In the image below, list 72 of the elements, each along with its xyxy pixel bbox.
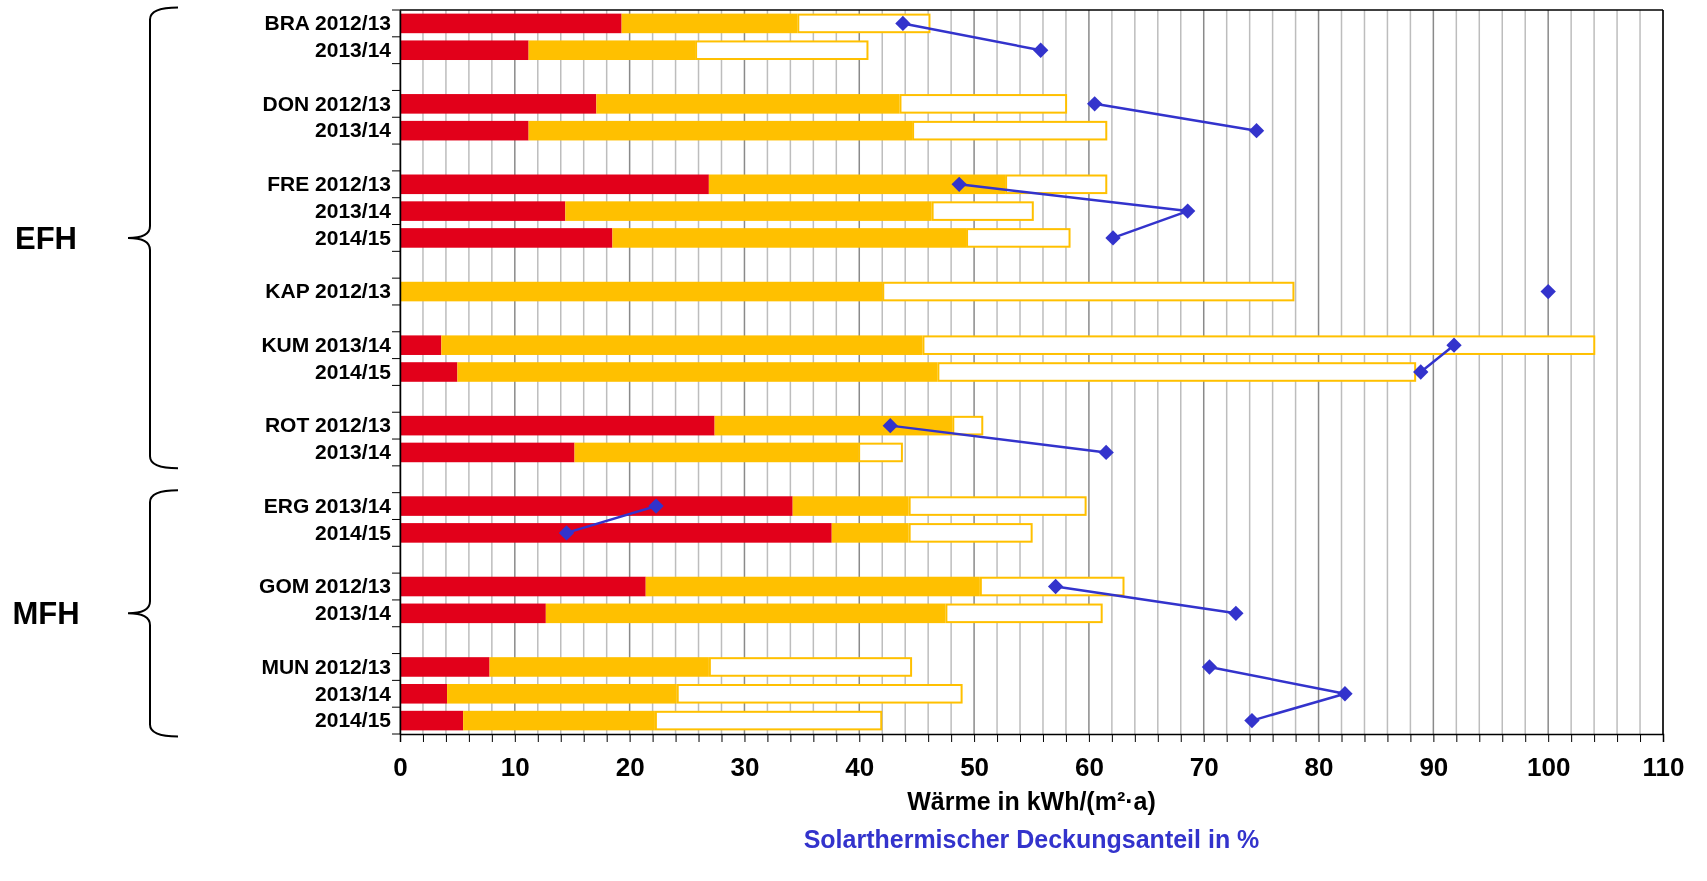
bar bbox=[400, 94, 597, 114]
y-tick-label: 2013/14 bbox=[315, 198, 392, 222]
bar bbox=[400, 442, 575, 463]
bar bbox=[400, 576, 646, 597]
bar bbox=[400, 13, 622, 34]
point bbox=[1413, 364, 1429, 380]
y-tick-label: 2013/14 bbox=[315, 118, 392, 142]
text: Solarthermischer Deckungsanteil in % bbox=[803, 825, 1260, 853]
y-tick-label: DON 2012/13 bbox=[262, 91, 391, 115]
point bbox=[1098, 444, 1114, 461]
x-tick-label: 70 bbox=[1189, 752, 1219, 783]
y-tick-label: ERG 2013/14 bbox=[263, 493, 392, 517]
y-tick-label: KUM 2013/14 bbox=[261, 332, 392, 356]
bar bbox=[400, 603, 546, 624]
y-tick-label: 2013/14 bbox=[315, 37, 392, 61]
bar bbox=[400, 710, 464, 731]
x-tick-label: 90 bbox=[1419, 752, 1449, 783]
point bbox=[1033, 42, 1049, 58]
bar bbox=[400, 657, 490, 677]
y-tick-label: 2014/15 bbox=[315, 708, 392, 732]
y-tick-label: 2014/15 bbox=[315, 520, 392, 544]
bar bbox=[400, 362, 458, 382]
point bbox=[1047, 578, 1064, 595]
text: EFH bbox=[15, 220, 77, 256]
point bbox=[648, 498, 664, 514]
x-tick-label: 40 bbox=[845, 752, 875, 783]
bar bbox=[400, 40, 529, 61]
y-tick-label: 2013/14 bbox=[315, 681, 392, 705]
y-tick-label: 2013/14 bbox=[315, 601, 392, 625]
point bbox=[1244, 712, 1260, 729]
y-tick-label: GOM 2012/13 bbox=[259, 574, 391, 598]
y-tick-label: BRA 2012/13 bbox=[264, 11, 391, 35]
point bbox=[1105, 230, 1121, 246]
point bbox=[1201, 659, 1218, 675]
x-tick-label: 50 bbox=[960, 752, 990, 783]
bar bbox=[400, 496, 793, 516]
bar bbox=[400, 683, 448, 704]
x-axis-title: Wärme in kWh/(m²·a) bbox=[907, 787, 1156, 815]
y-tick-label: 2014/15 bbox=[315, 359, 392, 383]
bar bbox=[400, 201, 566, 221]
bar bbox=[400, 228, 613, 248]
point bbox=[895, 15, 911, 32]
bar bbox=[400, 174, 709, 195]
y-tick-label: MUN 2012/13 bbox=[261, 654, 391, 678]
point bbox=[1540, 283, 1556, 300]
point bbox=[1179, 203, 1196, 219]
x-tick-label: 60 bbox=[1074, 752, 1104, 783]
point bbox=[882, 417, 898, 434]
x-tick-label: 110 bbox=[1642, 752, 1685, 783]
x-tick-label: 10 bbox=[500, 752, 530, 783]
x-tick-label: 100 bbox=[1526, 752, 1571, 783]
point bbox=[951, 176, 967, 192]
point bbox=[558, 525, 575, 541]
y-tick-label: 2014/15 bbox=[315, 225, 392, 249]
x-tick-label: 0 bbox=[393, 752, 408, 783]
point bbox=[1337, 686, 1353, 702]
point bbox=[1086, 96, 1103, 112]
point bbox=[1248, 123, 1265, 139]
y-tick-label: KAP 2012/13 bbox=[265, 279, 391, 303]
bar bbox=[400, 523, 832, 543]
x-tick-label: 20 bbox=[615, 752, 645, 783]
y-tick-label: FRE 2012/13 bbox=[267, 172, 391, 196]
text: MFH bbox=[12, 596, 80, 632]
x-tick-label: 80 bbox=[1304, 752, 1334, 783]
bar bbox=[400, 335, 442, 355]
y-tick-label: 2013/14 bbox=[315, 440, 392, 464]
bar bbox=[400, 120, 529, 141]
point bbox=[1446, 337, 1462, 353]
x-tick-label: 30 bbox=[730, 752, 760, 783]
y-tick-label: ROT 2012/13 bbox=[264, 413, 391, 437]
bar bbox=[400, 415, 715, 436]
point bbox=[1228, 605, 1244, 621]
